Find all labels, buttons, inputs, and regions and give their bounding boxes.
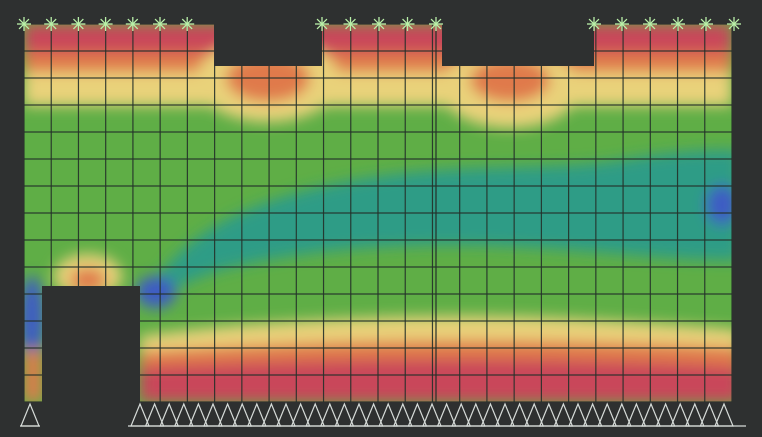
constraint-star-marker xyxy=(587,17,601,31)
constraint-star-marker xyxy=(180,17,194,31)
constraint-star-marker xyxy=(344,17,358,31)
contour-band-left-edge xyxy=(24,350,42,402)
top-opening-right xyxy=(442,20,594,66)
constraint-star-marker xyxy=(699,17,713,31)
constraint-star-marker xyxy=(315,17,329,31)
constraint-star-marker xyxy=(615,17,629,31)
bottom-left-opening xyxy=(42,286,140,406)
constraint-star-marker xyxy=(671,17,685,31)
constraint-star-marker xyxy=(126,17,140,31)
constraint-star-marker xyxy=(17,17,31,31)
constraint-star-marker xyxy=(99,17,113,31)
constraint-star-marker xyxy=(372,17,386,31)
constraint-star-marker xyxy=(153,17,167,31)
contour-spot-opening-corner-low xyxy=(136,276,176,308)
constraint-star-marker xyxy=(429,17,443,31)
constraint-star-marker xyxy=(44,17,58,31)
constraint-star-marker xyxy=(727,17,741,31)
top-opening-left xyxy=(214,20,322,66)
constraint-star-marker xyxy=(643,17,657,31)
constraint-star-marker xyxy=(71,17,85,31)
constraint-star-marker xyxy=(401,17,415,31)
